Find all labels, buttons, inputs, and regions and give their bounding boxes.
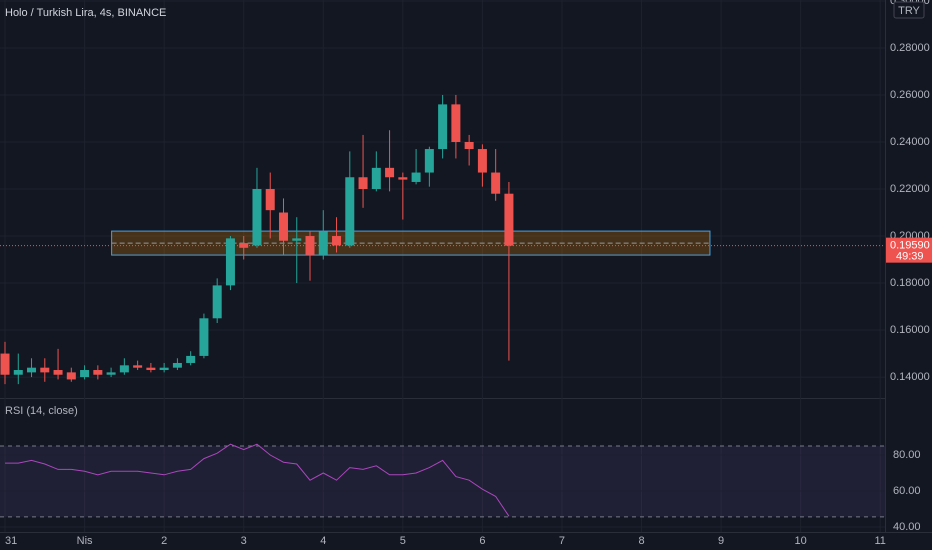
x-tick-label: 31 [5, 535, 17, 547]
last-price-tag [886, 237, 932, 263]
candle-body [146, 367, 156, 371]
candle-body [464, 141, 474, 150]
candle-body [345, 177, 355, 246]
candle-body [80, 370, 90, 378]
candle-body [305, 236, 315, 255]
x-tick-label: 3 [241, 535, 247, 547]
candle-body [159, 367, 169, 371]
x-tick-label: 4 [320, 535, 326, 547]
candle-body [477, 149, 487, 173]
y-tick-label: 0.18000 [890, 277, 930, 289]
x-tick-label: 7 [559, 535, 565, 547]
y-tick-label: 80.00 [893, 449, 921, 461]
candle-body [0, 353, 10, 375]
y-tick-label: 0.28000 [890, 42, 930, 54]
candle-body [239, 243, 249, 248]
last-price-label: 0.19590 [890, 240, 930, 252]
x-tick-label: 8 [638, 535, 644, 547]
candle-body [40, 367, 50, 373]
x-tick-label: 10 [795, 535, 807, 547]
candle-body [371, 167, 381, 190]
candle-body [172, 362, 182, 368]
candle-body [53, 370, 63, 375]
candle-body [491, 172, 501, 194]
x-tick-label: 2 [161, 535, 167, 547]
y-tick-label: 40.00 [893, 521, 921, 533]
candle-body [106, 372, 116, 375]
candle-body [225, 238, 235, 286]
candle-body [252, 189, 262, 246]
x-tick-label: Nis [77, 535, 93, 547]
x-tick-label: 6 [479, 535, 485, 547]
candle-body [13, 370, 23, 375]
currency: TRY [898, 5, 920, 17]
candle-body [504, 193, 514, 246]
candle-body [318, 231, 328, 255]
candle-body [278, 212, 288, 241]
currency-box [893, 1, 925, 19]
rsi-band [0, 446, 885, 517]
rsi-line [5, 443, 510, 517]
x-tick-label: 9 [718, 535, 724, 547]
candle-body [27, 367, 37, 373]
candle-body [385, 167, 395, 178]
candle-body [66, 372, 76, 380]
candle-body [93, 370, 103, 375]
y-tick-label: 0.14000 [890, 371, 930, 383]
y-tick-label: 0.26000 [890, 89, 930, 101]
candle-body [186, 355, 196, 363]
candle-body [438, 104, 448, 150]
candle-body [119, 365, 129, 373]
x-tick-label: 11 [875, 535, 886, 547]
candle-body [332, 236, 342, 246]
countdown: 49:39 [896, 251, 924, 263]
y-tick-label: 0.22000 [890, 183, 930, 195]
candle-body [133, 365, 143, 368]
candle-body [398, 177, 408, 180]
candle-body [212, 285, 222, 319]
candle-body [292, 238, 302, 241]
candle-body [358, 177, 368, 190]
candle-body [424, 149, 434, 173]
y-tick-label: 0.16000 [890, 324, 930, 336]
y-tick-label: 60.00 [893, 485, 921, 497]
candle-body [451, 104, 461, 142]
chart-title: Holo / Turkish Lira, 4s, BINANCE [5, 7, 166, 19]
candle-body [265, 189, 275, 211]
y-tick-label: 0.24000 [890, 136, 930, 148]
x-tick-label: 5 [400, 535, 406, 547]
rsi-title: RSI (14, close) [5, 405, 78, 417]
candle-body [411, 172, 421, 182]
candle-body [199, 318, 209, 356]
